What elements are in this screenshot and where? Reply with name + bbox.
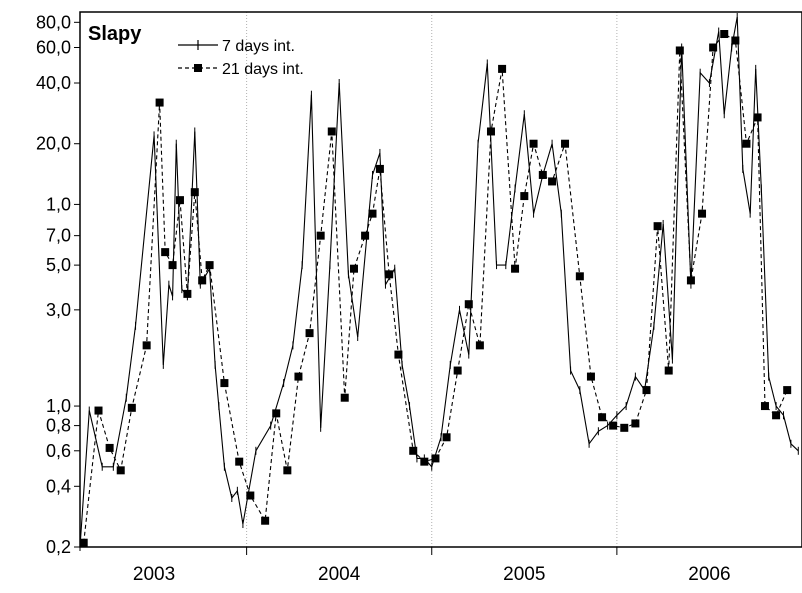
- series-1-point-4: [127, 403, 136, 412]
- series-1-point-9: [175, 196, 184, 205]
- series-1-point-43: [538, 170, 547, 179]
- y-tick-label-10: 40,0: [36, 73, 71, 93]
- series-1-point-55: [675, 46, 684, 55]
- y-axis: 0,20,40,60,81,03,05,07,01,020,040,060,08…: [36, 12, 80, 557]
- legend-label-7day: 7 days int.: [222, 38, 295, 55]
- series-1-point-28: [375, 164, 384, 173]
- y-tick-label-5: 3,0: [46, 300, 71, 320]
- series-1-point-53: [653, 222, 662, 231]
- series-1-point-6: [155, 98, 164, 107]
- series-1-point-38: [486, 127, 495, 136]
- series-1-point-2: [105, 443, 114, 452]
- series-1-point-10: [183, 289, 192, 298]
- series-1-point-60: [731, 36, 740, 45]
- series-1-point-35: [453, 366, 462, 375]
- series-1-point-45: [561, 139, 570, 148]
- series-1-point-63: [760, 402, 769, 411]
- series-1-point-36: [464, 300, 473, 309]
- legend: 7 days int. 21 days int.: [178, 38, 304, 78]
- series-1-point-24: [340, 393, 349, 402]
- series-1-point-17: [261, 516, 270, 525]
- series-1-point-62: [753, 113, 762, 122]
- series-1-point-41: [520, 192, 529, 201]
- series-1-point-46: [575, 272, 584, 281]
- y-tick-label-9: 20,0: [36, 134, 71, 154]
- series-1-point-31: [409, 446, 418, 455]
- series-1-point-3: [116, 466, 125, 475]
- y-tick-label-8: 1,0: [46, 194, 71, 214]
- series-1-point-57: [698, 209, 707, 218]
- y-tick-label-11: 60,0: [36, 38, 71, 58]
- y-tick-label-4: 1,0: [46, 396, 71, 416]
- series-1-point-15: [235, 457, 244, 466]
- x-tick-label-2: 2005: [503, 564, 545, 585]
- series-1-point-22: [316, 231, 325, 240]
- y-tick-label-12: 80,0: [36, 12, 71, 32]
- x-tick-label-0: 2003: [133, 564, 175, 585]
- series-1-point-33: [431, 454, 440, 463]
- legend-marker-21day: [194, 64, 202, 72]
- series-1-point-52: [642, 386, 651, 395]
- legend-label-21day: 21 days int.: [222, 61, 304, 78]
- series-1-point-51: [631, 419, 640, 428]
- grid-layer: [246, 12, 618, 555]
- series-1-point-13: [205, 261, 214, 270]
- y-tick-label-6: 5,0: [46, 255, 71, 275]
- series-1-point-48: [598, 413, 607, 422]
- series-1-point-25: [349, 264, 358, 273]
- series-1-point-29: [385, 270, 394, 279]
- series-1-point-8: [168, 261, 177, 270]
- series-1-point-54: [664, 366, 673, 375]
- series-1-point-1: [94, 406, 103, 415]
- series-1-point-12: [198, 276, 207, 285]
- series-1-point-16: [246, 491, 255, 500]
- series-1-point-23: [327, 127, 336, 136]
- y-tick-label-7: 7,0: [46, 226, 71, 246]
- y-tick-label-2: 0,6: [46, 441, 71, 461]
- series-1-point-59: [720, 30, 729, 39]
- series-1-point-5: [142, 341, 151, 350]
- series-1-point-56: [686, 276, 695, 285]
- series-1-point-11: [190, 188, 199, 197]
- series-1-point-49: [609, 421, 618, 430]
- series-1-point-44: [548, 177, 557, 186]
- y-tick-label-1: 0,4: [46, 476, 71, 496]
- series-line-1: [83, 33, 788, 543]
- series-1-point-42: [529, 139, 538, 148]
- series-1-point-30: [394, 350, 403, 359]
- x-tick-label-3: 2006: [688, 564, 730, 585]
- series-1-point-39: [498, 64, 507, 73]
- series-1-point-20: [294, 372, 303, 381]
- series-1-point-0: [79, 538, 88, 547]
- series-1-point-34: [442, 433, 451, 442]
- series-1-point-50: [620, 423, 629, 432]
- series-1-point-7: [161, 248, 170, 257]
- x-axis: 2003 2004 2005 2006: [133, 564, 731, 585]
- series-1-point-47: [586, 372, 595, 381]
- series-1-point-37: [475, 341, 484, 350]
- series-1-point-14: [220, 379, 229, 388]
- series-1-point-58: [709, 43, 718, 52]
- y-tick-label-0: 0,2: [46, 537, 71, 557]
- series-1-point-64: [772, 411, 781, 420]
- plot-frame: [79, 11, 802, 548]
- series-1-point-27: [368, 209, 377, 218]
- series-1-point-19: [283, 466, 292, 475]
- y-tick-label-3: 0,8: [46, 416, 71, 436]
- series-1-point-65: [783, 386, 792, 395]
- series-1-point-32: [420, 457, 429, 466]
- x-tick-label-1: 2004: [318, 564, 361, 585]
- series-1-point-61: [742, 139, 751, 148]
- chart-title: Slapy: [88, 23, 142, 45]
- series-1-point-26: [361, 231, 370, 240]
- series-1-point-18: [272, 409, 281, 418]
- series-1-point-21: [305, 329, 314, 338]
- series-layer: [79, 13, 799, 551]
- series-1-point-40: [511, 264, 520, 273]
